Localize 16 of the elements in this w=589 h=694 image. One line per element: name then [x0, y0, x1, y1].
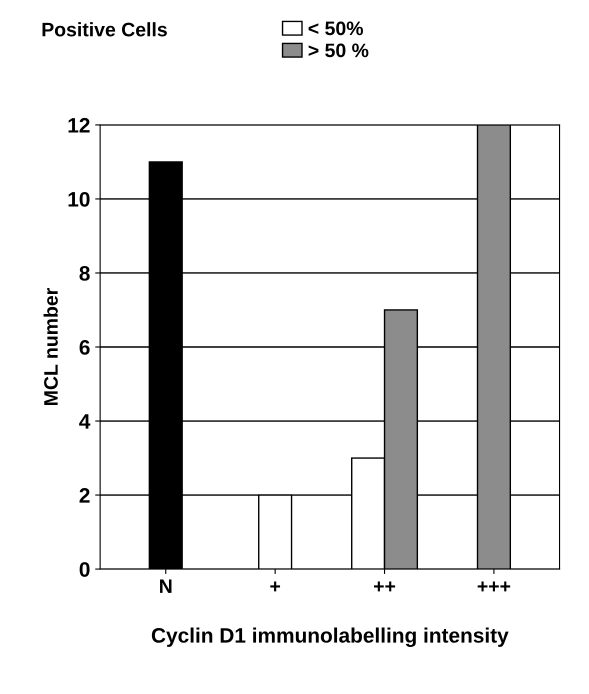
x-tick-label: +	[270, 581, 280, 592]
legend-title: Positive Cells	[42, 22, 167, 36]
y-tick-label: 6	[80, 340, 90, 355]
x-tick-label: +++	[478, 581, 510, 592]
y-tick-label: 0	[80, 562, 90, 577]
x-axis-title: Cyclin D1 immunolabelling intensity	[152, 627, 509, 647]
x-tick-label: N	[160, 580, 172, 593]
legend-label: > 50 %	[308, 44, 368, 58]
y-tick-label: 2	[80, 488, 90, 503]
legend-label: < 50%	[308, 21, 363, 36]
x-tick-label: ++	[374, 581, 396, 592]
y-tick-label: 10	[68, 192, 90, 207]
y-tick-label: 8	[79, 266, 90, 281]
y-tick-label: 12	[68, 118, 90, 132]
y-tick-label: 4	[79, 414, 90, 429]
y-axis-title: MCL number	[44, 288, 58, 405]
